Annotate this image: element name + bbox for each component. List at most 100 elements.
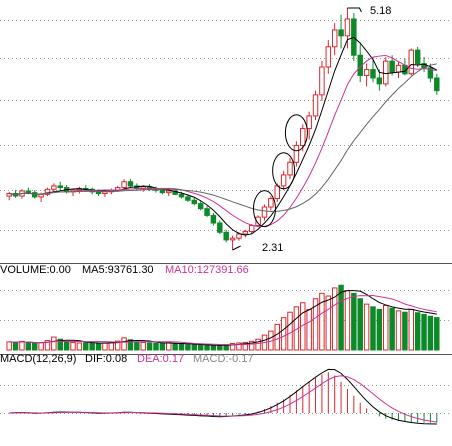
volume-bar-up [287, 311, 293, 351]
volume-bar-down [414, 312, 421, 351]
labels: 5.18 2.31 VOLUME:0.00 MA5:93761.30 MA10:… [0, 5, 391, 365]
candle-up [268, 198, 274, 208]
candle-down [389, 60, 395, 73]
candle-up [51, 185, 57, 190]
candle-down [427, 67, 434, 79]
candle-up [140, 186, 146, 189]
candle-up [319, 66, 325, 96]
macd-legend-title: MACD(12,26,9) [0, 353, 76, 365]
candle-up [236, 233, 242, 239]
candle-up [229, 237, 236, 241]
volume-bar-up [102, 342, 108, 351]
volume-bar-up [166, 342, 172, 351]
high-marker [347, 7, 362, 13]
volume-bar-up [344, 290, 351, 351]
volume-ma5-line [9, 290, 437, 346]
volume-bar-up [248, 340, 255, 351]
volume-bar-up [325, 295, 332, 351]
low-marker [232, 245, 241, 251]
candle-up [248, 225, 255, 232]
dea-line [9, 375, 437, 423]
breakout-circle [272, 152, 296, 190]
candle-up [325, 46, 332, 68]
candle-up [38, 193, 44, 198]
volume-bar-down [217, 344, 223, 351]
candle-up [102, 191, 108, 195]
candle-down [31, 192, 38, 198]
candle-up [287, 161, 293, 176]
volume-bar-up [51, 336, 57, 351]
price-high-label: 5.18 [370, 5, 391, 17]
volume-bar-down [191, 344, 198, 351]
volume-bar-down [427, 315, 434, 351]
candle-up [331, 29, 338, 48]
volume-bar-up [6, 341, 12, 351]
candle-down [127, 181, 134, 187]
candle-up [44, 188, 51, 195]
candle-up [280, 174, 287, 187]
candle-down [204, 208, 210, 216]
volume-bar-up [242, 341, 249, 351]
candle-down [434, 77, 440, 92]
volume-bar-up [229, 343, 236, 351]
volume-bar-down [357, 298, 363, 351]
volume-bar-down [351, 292, 357, 351]
candle-down [191, 199, 198, 205]
candle-down [210, 214, 217, 224]
volume-bar-down [197, 344, 204, 351]
volume-bar-down [127, 339, 134, 351]
candle-up [166, 190, 172, 194]
candle-up [306, 115, 312, 130]
candle-up [395, 64, 402, 73]
breakout-circle [252, 190, 276, 228]
volume-bar-down [83, 342, 89, 351]
volume-legend-ma5: MA5:93761.30 [82, 264, 154, 276]
macd-panel [9, 368, 438, 425]
volume-bar-down [63, 341, 70, 351]
candle-down [223, 231, 229, 241]
volume-bar-up [331, 287, 338, 351]
candle-down [376, 77, 383, 85]
ma5-line [9, 36, 438, 236]
candle-down [178, 193, 185, 198]
volume-bar-down [31, 343, 38, 351]
volume-panel [6, 284, 440, 351]
volume-bar-down [134, 341, 140, 351]
candle-down [185, 196, 191, 201]
candle-up [408, 49, 415, 75]
candle-up [121, 181, 127, 189]
volume-bar-up [274, 323, 280, 351]
volume-bar-up [383, 304, 389, 351]
volume-bar-down [57, 338, 63, 351]
candle-down [25, 190, 32, 194]
volume-bar-up [76, 342, 83, 351]
volume-bar-up [121, 337, 127, 351]
candle-up [242, 230, 249, 235]
candle-down [57, 185, 63, 189]
volume-bar-down [146, 342, 153, 351]
candle-down [414, 49, 421, 65]
volume-bar-down [89, 342, 95, 351]
candle-down [370, 69, 376, 79]
ma20-line [9, 63, 437, 212]
volume-bar-down [153, 342, 159, 351]
volume-legend-title: VOLUME:0.00 [0, 264, 71, 276]
volume-bar-down [95, 343, 102, 351]
candle-down [159, 189, 166, 194]
volume-bar-up [19, 340, 25, 351]
volume-bar-down [172, 343, 178, 351]
volume-bar-down [178, 343, 185, 351]
volume-bar-up [114, 340, 121, 351]
volume-bar-up [408, 309, 415, 351]
candle-down [95, 191, 102, 195]
breakout-circle [284, 114, 308, 152]
volume-bar-up [38, 342, 44, 351]
volume-bar-up [306, 309, 312, 351]
price-panel [6, 7, 440, 251]
volume-bar-up [395, 310, 402, 351]
volume-bar-up [236, 342, 242, 351]
volume-bar-up [44, 340, 51, 351]
volume-bar-down [210, 345, 217, 351]
